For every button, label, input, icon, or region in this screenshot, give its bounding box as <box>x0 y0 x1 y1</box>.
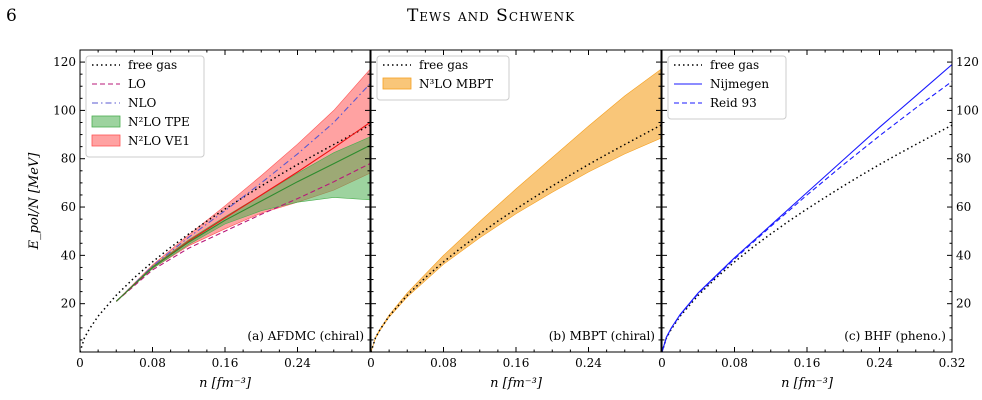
legend-swatch <box>91 115 121 128</box>
legend-label: N²LO VE1 <box>128 134 190 148</box>
legend-label: N²LO TPE <box>128 115 190 129</box>
y-tick-label: 120 <box>956 55 979 69</box>
x-tick-label: 0.16 <box>212 356 239 370</box>
series-line <box>371 124 661 352</box>
x-tick-label: 0 <box>367 356 375 370</box>
series-line <box>80 124 370 352</box>
x-axis-label: n [fm⁻³] <box>490 376 543 391</box>
legend-label: free gas <box>710 58 759 72</box>
legend-swatch <box>382 77 412 90</box>
plot-area <box>662 64 952 352</box>
y-tick-label: 40 <box>61 248 76 262</box>
x-tick-label: 0.16 <box>503 356 530 370</box>
panel-annotation: (c) BHF (pheno.) <box>844 329 946 343</box>
y-tick-label: 20 <box>956 297 971 311</box>
x-tick-label: 0.24 <box>284 356 311 370</box>
series-line <box>115 144 370 302</box>
y-tick-label: 60 <box>61 200 76 214</box>
y-tick-label: 100 <box>956 103 979 117</box>
x-axis-label: n [fm⁻³] <box>199 376 252 391</box>
y-tick-label: 100 <box>53 103 76 117</box>
legend-box <box>667 55 787 120</box>
legend-label: NLO <box>128 96 156 110</box>
legend-swatch <box>91 134 121 147</box>
legend-label: free gas <box>128 58 177 72</box>
series-line <box>662 64 952 352</box>
y-tick-label: 80 <box>61 152 76 166</box>
legend-label: Nijmegen <box>710 77 769 91</box>
band <box>116 136 370 302</box>
panel-annotation: (b) MBPT (chiral) <box>549 329 655 343</box>
legend-box <box>85 55 205 158</box>
y-tick-label: 40 <box>956 248 971 262</box>
y-tick-label: 20 <box>61 297 76 311</box>
y-tick-label: 120 <box>53 55 76 69</box>
series-line <box>662 124 952 352</box>
x-tick-label: 0.08 <box>430 356 457 370</box>
x-axis-label: n [fm⁻³] <box>781 376 834 391</box>
x-tick-label: 0.32 <box>939 356 966 370</box>
plot-area <box>371 68 661 352</box>
y-tick-label: 60 <box>956 200 971 214</box>
panel-a: 0 0.08 0.16 0.24 20 40 60 80 100 120 n [fm⁻³] (a) A… <box>27 49 371 391</box>
running-title: Tews and Schwenk <box>0 6 982 26</box>
legend-label: free gas <box>419 58 468 72</box>
legend: free gas N³LO MBPT <box>376 55 510 101</box>
series-line <box>115 83 370 302</box>
x-tick-label: 0.24 <box>866 356 893 370</box>
panel-c: 0 0.08 0.16 0.24 0.32 20 40 60 80 100 120 n [fm⁻³] (… <box>658 49 979 391</box>
panel-annotation: (a) AFDMC (chiral) <box>247 329 364 343</box>
y-tick-label: 80 <box>956 152 971 166</box>
page-number: 6 <box>6 6 17 26</box>
y-axis-label: E_pol/N [MeV] <box>27 152 42 251</box>
x-tick-label: 0.08 <box>721 356 748 370</box>
panel-b: 0 0.08 0.16 0.24 n [fm⁻³] (b) MBPT (chiral) fr… <box>367 49 662 391</box>
x-tick-label: 0 <box>76 356 84 370</box>
band <box>371 68 661 352</box>
series-line <box>115 163 370 302</box>
x-tick-label: 0.24 <box>575 356 602 370</box>
plot-area <box>80 68 370 352</box>
x-tick-label: 0.08 <box>139 356 166 370</box>
running-title-text: Tews and Schwenk <box>406 6 576 26</box>
x-tick-label: 0 <box>658 356 666 370</box>
series-line <box>662 80 952 352</box>
legend-label: N³LO MBPT <box>419 77 493 91</box>
x-tick-label: 0.16 <box>794 356 821 370</box>
legend: free gas LO NLO N²LO TPE N²LO VE1 <box>85 55 205 158</box>
legend-label: LO <box>128 77 146 91</box>
legend: free gas Nijmegen Reid 93 <box>667 55 787 120</box>
legend-label: Reid 93 <box>710 96 757 110</box>
